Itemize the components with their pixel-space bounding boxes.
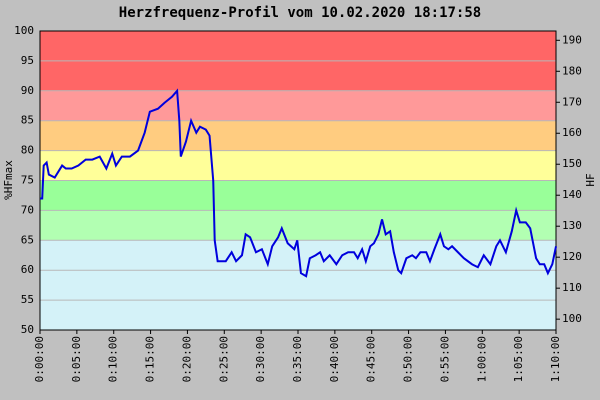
y2-tick-label: 180 xyxy=(562,64,582,77)
zone xyxy=(40,150,556,181)
y2-tick-label: 110 xyxy=(562,281,582,294)
zone xyxy=(40,180,556,211)
y2-tick-label: 190 xyxy=(562,33,582,46)
chart-title: Herzfrequenz-Profil vom 10.02.2020 18:17… xyxy=(119,5,481,21)
y2-tick-label: 100 xyxy=(562,312,582,325)
x-tick-label: 1:05:00 xyxy=(512,336,525,382)
y-tick-label: 100 xyxy=(14,24,34,37)
y2-tick-label: 150 xyxy=(562,157,582,170)
line xyxy=(40,88,557,278)
y-tick-label: 95 xyxy=(21,54,34,67)
y-tick-label: 50 xyxy=(21,323,34,336)
x-tick-label: 0:35:00 xyxy=(291,336,304,382)
x-tick-label: 0:20:00 xyxy=(180,336,193,382)
x-tick-label: 0:05:00 xyxy=(70,336,83,382)
y-tick-label: 90 xyxy=(21,84,34,97)
y2-axis-label: HF xyxy=(584,173,597,186)
x-tick-label: 0:10:00 xyxy=(107,336,120,382)
x-tick-label: 0:30:00 xyxy=(254,336,267,382)
y2-tick-label: 170 xyxy=(562,95,582,108)
y-tick-label: 80 xyxy=(21,144,34,157)
zone xyxy=(40,120,556,151)
zone xyxy=(40,90,556,121)
y-tick-label: 65 xyxy=(21,233,34,246)
x-tick-label: 1:00:00 xyxy=(475,336,488,382)
x-tick-label: 0:40:00 xyxy=(328,336,341,382)
y-tick-label: 70 xyxy=(21,203,34,216)
y-tick-label: 75 xyxy=(21,174,34,187)
y2-tick-label: 160 xyxy=(562,126,582,139)
x-tick-label: 0:00:00 xyxy=(33,336,46,382)
x-tick-label: 0:25:00 xyxy=(217,336,230,382)
x-tick-label: 0:55:00 xyxy=(438,336,451,382)
y-tick-label: 85 xyxy=(21,114,34,127)
y2-tick-label: 130 xyxy=(562,219,582,232)
x-tick-label: 1:10:00 xyxy=(549,336,562,382)
y-tick-label: 55 xyxy=(21,293,34,306)
y-tick-label: 60 xyxy=(21,263,34,276)
plot-frame xyxy=(39,30,557,331)
x-tick-label: 0:45:00 xyxy=(365,336,378,382)
y2-tick-label: 140 xyxy=(562,188,582,201)
x-tick-label: 0:15:00 xyxy=(144,336,157,382)
y2-tick-label: 120 xyxy=(562,250,582,263)
y-axis-label: %HFmax xyxy=(2,160,15,200)
zone xyxy=(40,210,556,241)
x-tick-label: 0:50:00 xyxy=(402,336,415,382)
